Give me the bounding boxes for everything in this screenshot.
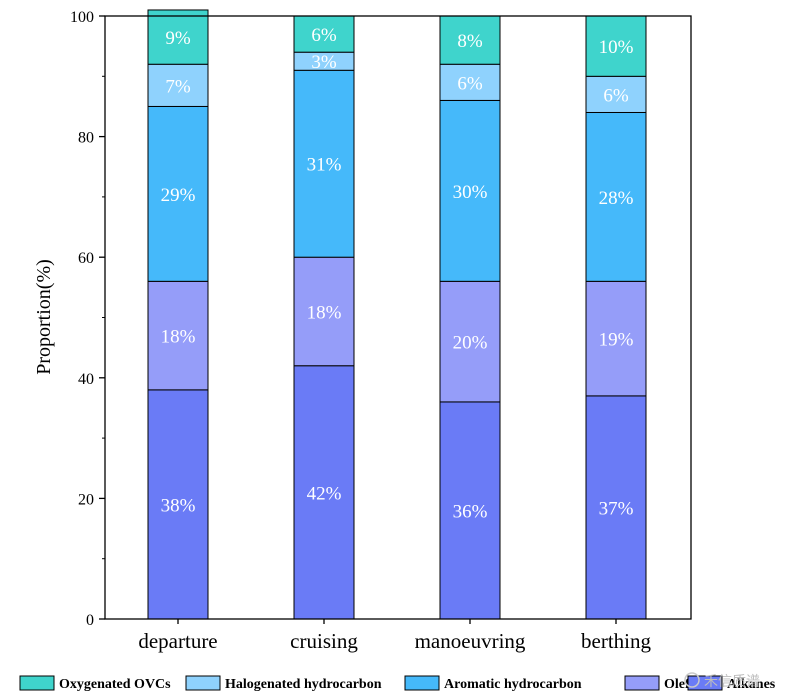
data-label-manoeuvring-aromatic-hydrocarbon: 30% [453,182,488,203]
watermark: 禾信质谱 [684,672,760,690]
y-tick-label-100: 100 [70,9,94,26]
data-label-berthing-oxygenated-ovcs: 10% [599,37,634,58]
bar-berthing-olefin [585,280,647,397]
watermark-text: 禾信质谱 [704,674,760,690]
y-tick-label-20: 20 [78,491,94,508]
data-label-departure-alkanes: 38% [161,495,196,516]
data-label-departure-halogenated-hydrocarbon: 7% [165,76,191,97]
data-label-departure-olefin: 18% [161,327,196,348]
data-label-berthing-alkanes: 37% [599,498,634,519]
data-label-cruising-halogenated-hydrocarbon: 3% [311,52,337,73]
data-label-manoeuvring-alkanes: 36% [453,501,488,522]
bar-cruising-oxygenated-ovcs [293,15,355,53]
x-tick-label-manoeuvring: manoeuvring [415,629,526,653]
bar-departure-oxygenated-ovcs [147,9,209,65]
data-label-departure-aromatic-hydrocarbon: 29% [161,185,196,206]
y-axis: 0 20 40 60 80 100 [70,9,105,629]
legend-swatch-halogenated-hydrocarbon [185,675,221,691]
data-label-manoeuvring-halogenated-hydrocarbon: 6% [457,73,483,94]
data-label-cruising-aromatic-hydrocarbon: 31% [307,155,342,176]
legend-swatch-aromatic-hydrocarbon [404,675,440,691]
legend-label-alkanes: Alkanes [727,677,776,692]
bar-manoeuvring-oxygenated-ovcs [439,15,501,65]
data-label-departure-oxygenated-ovcs: 9% [165,28,191,49]
data-label-manoeuvring-olefin: 20% [453,333,488,354]
segment-labels-layer: 38% 18% 29% 7% 9% 42% 18% 31% 3% 6% 36% 20% 30% 6% 8% 3… [161,25,634,522]
data-label-cruising-alkanes: 42% [307,483,342,504]
legend-label-aromatic-hydrocarbon: Aromatic hydrocarbon [444,677,582,692]
legend-swatch-olefin [624,675,660,691]
bar-departure-olefin [147,280,209,391]
bar-berthing-alkanes [585,395,647,620]
weibo-logo-icon [684,672,700,688]
y-tick-label-80: 80 [78,130,94,147]
y-axis-title: Proportion(%) [33,259,55,375]
bar-cruising-aromatic-hydrocarbon [293,69,355,258]
data-label-cruising-oxygenated-ovcs: 6% [311,25,337,46]
legend-swatch-oxygenated-ovcs [19,675,55,691]
data-label-cruising-olefin: 18% [307,302,342,323]
y-tick-label-60: 60 [78,250,94,267]
x-tick-label-departure: departure [138,629,217,653]
legend-label-halogenated-hydrocarbon: Halogenated hydrocarbon [225,677,382,692]
bar-manoeuvring-aromatic-hydrocarbon [439,99,501,282]
data-label-berthing-halogenated-hydrocarbon: 6% [603,85,629,106]
bar-manoeuvring-alkanes [439,401,501,620]
x-axis: departure cruising manoeuvring berthing [138,619,651,653]
legend-swatch-alkanes [687,675,723,691]
bar-manoeuvring-olefin [439,280,501,403]
x-tick-label-cruising: cruising [290,629,358,653]
y-tick-label-40: 40 [78,371,94,388]
data-label-berthing-olefin: 19% [599,330,634,351]
legend-label-olefin: Olefi [664,677,694,692]
bar-departure-halogenated-hydrocarbon [147,63,209,107]
bars-layer [147,9,647,620]
legend-label-oxygenated-ovcs: Oxygenated OVCs [59,677,171,692]
data-label-manoeuvring-oxygenated-ovcs: 8% [457,31,483,52]
data-label-berthing-aromatic-hydrocarbon: 28% [599,188,634,209]
y-tick-label-0: 0 [86,612,94,629]
bar-cruising-alkanes [293,365,355,620]
bar-manoeuvring-halogenated-hydrocarbon [439,63,501,101]
bar-departure-alkanes [147,389,209,620]
legend: Oxygenated OVCs Halogenated hydrocarbon Ar… [19,675,776,692]
x-tick-label-berthing: berthing [581,629,651,653]
bar-berthing-aromatic-hydrocarbon [585,111,647,282]
bar-berthing-oxygenated-ovcs [585,15,647,77]
bar-cruising-olefin [293,256,355,367]
bar-berthing-halogenated-hydrocarbon [585,75,647,113]
